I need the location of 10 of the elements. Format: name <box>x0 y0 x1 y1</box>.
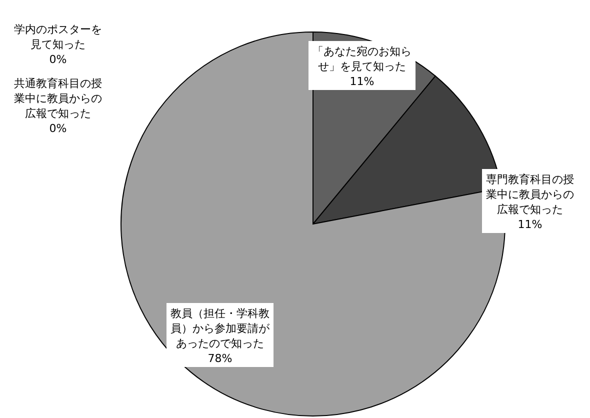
slice-label: 教員（担任・学科教員）から参加要請があったので知った <box>170 307 270 350</box>
data-label: 11% <box>518 218 542 231</box>
data-label: 78% <box>208 352 232 365</box>
text: 0% <box>49 53 67 66</box>
category-label: 共通教育科目の授業中に教員からの広報で知った <box>14 77 102 120</box>
text: 0% <box>49 122 67 135</box>
data-label: 11% <box>350 75 374 88</box>
category-label: 学内のポスターを見て知った <box>14 23 102 51</box>
slice-label: 「あなた宛のお知らせ」を見て知った <box>312 45 412 73</box>
slice-label: 専門教育科目の授業中に教員からの広報で知った <box>486 173 574 216</box>
